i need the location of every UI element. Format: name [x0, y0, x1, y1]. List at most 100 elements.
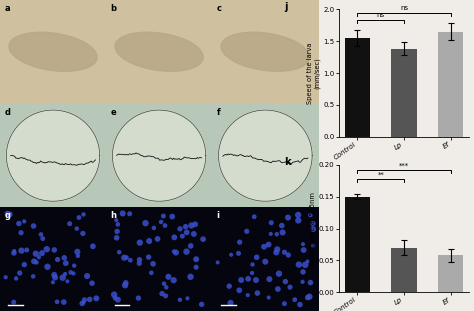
- Point: [192, 265, 200, 270]
- Point: [51, 275, 59, 280]
- Point: [50, 272, 58, 277]
- Polygon shape: [221, 32, 310, 71]
- Point: [122, 281, 129, 285]
- Point: [154, 236, 161, 241]
- Point: [299, 242, 307, 247]
- Point: [306, 294, 313, 299]
- Point: [121, 283, 129, 288]
- Point: [142, 221, 149, 226]
- Point: [78, 301, 86, 306]
- Point: [245, 276, 252, 281]
- Point: [236, 288, 243, 293]
- Bar: [438, 255, 463, 292]
- Point: [66, 221, 73, 226]
- Point: [70, 271, 77, 276]
- Point: [250, 214, 258, 219]
- Point: [119, 211, 127, 216]
- Point: [67, 270, 74, 275]
- Point: [135, 295, 142, 300]
- Point: [29, 274, 37, 279]
- Point: [248, 271, 256, 276]
- Text: ***: ***: [399, 163, 409, 169]
- Point: [296, 302, 304, 307]
- Point: [116, 250, 123, 255]
- Point: [158, 291, 166, 296]
- Point: [171, 235, 178, 240]
- Polygon shape: [115, 32, 203, 71]
- Point: [53, 299, 61, 304]
- Point: [273, 250, 280, 255]
- Text: c: c: [217, 4, 221, 13]
- Point: [164, 274, 172, 279]
- Point: [226, 284, 233, 289]
- Bar: [391, 49, 417, 137]
- Point: [110, 292, 118, 297]
- Polygon shape: [112, 110, 206, 201]
- Point: [307, 213, 314, 218]
- Point: [254, 290, 261, 295]
- Point: [145, 255, 153, 260]
- Point: [75, 215, 83, 220]
- Point: [149, 261, 157, 266]
- Point: [291, 297, 299, 302]
- Point: [74, 253, 82, 258]
- Point: [92, 296, 100, 301]
- Point: [249, 262, 256, 267]
- Text: f: f: [217, 108, 220, 117]
- Point: [260, 244, 268, 249]
- Point: [190, 231, 198, 236]
- Point: [281, 301, 288, 306]
- Point: [237, 277, 245, 282]
- Point: [20, 219, 28, 224]
- Point: [294, 212, 302, 217]
- Point: [244, 293, 252, 298]
- Point: [304, 295, 311, 300]
- Point: [10, 248, 18, 253]
- Point: [170, 249, 178, 254]
- Point: [61, 255, 68, 260]
- Point: [199, 237, 207, 242]
- Point: [80, 212, 87, 217]
- Text: j: j: [284, 2, 287, 12]
- Point: [89, 244, 97, 249]
- Point: [179, 234, 186, 239]
- Point: [43, 247, 51, 252]
- Point: [59, 275, 66, 280]
- Point: [10, 250, 18, 255]
- Point: [17, 230, 25, 235]
- Point: [309, 243, 317, 248]
- Point: [176, 297, 184, 302]
- Point: [170, 278, 177, 283]
- Point: [286, 285, 294, 290]
- Point: [236, 240, 244, 245]
- Point: [198, 302, 205, 307]
- Point: [136, 257, 143, 262]
- Point: [275, 271, 283, 276]
- Point: [284, 253, 292, 258]
- Point: [2, 275, 9, 280]
- Text: b: b: [110, 4, 116, 13]
- Point: [192, 257, 200, 262]
- Point: [16, 271, 24, 276]
- Point: [73, 226, 81, 231]
- Point: [214, 260, 221, 265]
- Point: [146, 239, 153, 244]
- Point: [307, 280, 314, 285]
- Point: [20, 262, 28, 267]
- Bar: [438, 32, 463, 137]
- Point: [10, 299, 18, 304]
- Text: **: **: [377, 172, 384, 178]
- Point: [32, 251, 39, 256]
- Point: [294, 218, 302, 223]
- Point: [172, 250, 180, 255]
- Point: [281, 250, 288, 255]
- Point: [86, 297, 93, 302]
- Point: [64, 279, 71, 284]
- Point: [191, 222, 199, 227]
- Point: [30, 224, 37, 229]
- Point: [54, 257, 61, 262]
- Point: [79, 231, 87, 236]
- Point: [113, 229, 121, 234]
- Point: [15, 221, 23, 226]
- Text: i: i: [217, 211, 219, 220]
